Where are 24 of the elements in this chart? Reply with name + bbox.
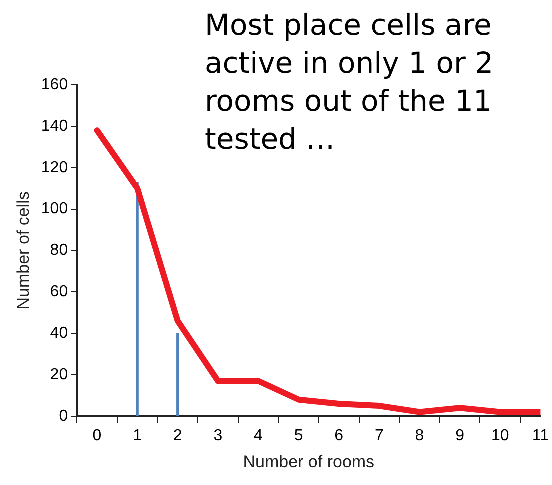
x-tick-label: 3 — [214, 427, 223, 444]
chart-title: Most place cells are active in only 1 or 2 rooms out of the 11 tested … — [205, 7, 495, 158]
y-tick-label: 20 — [50, 366, 68, 384]
x-tick-label: 11 — [532, 427, 550, 444]
x-tick-label: 1 — [133, 427, 142, 444]
y-tick-label: 0 — [59, 408, 68, 425]
y-axis-title: Number of cells — [14, 192, 33, 310]
y-tick-label: 140 — [41, 118, 68, 135]
x-tick-label: 0 — [92, 427, 102, 444]
x-axis-title: Number of rooms — [243, 452, 375, 472]
x-tick-label: 10 — [491, 427, 510, 444]
y-tick-label: 40 — [50, 324, 68, 342]
y-tick-label: 160 — [41, 76, 68, 94]
y-tick-label: 100 — [41, 200, 68, 218]
x-tick-label: 4 — [254, 427, 264, 444]
x-tick-label: 8 — [415, 427, 424, 444]
y-tick-label: 60 — [50, 284, 68, 301]
y-tick-label: 80 — [50, 242, 68, 260]
x-tick-label: 6 — [334, 427, 344, 444]
x-tick-label: 2 — [173, 427, 182, 444]
x-tick-label: 7 — [374, 427, 384, 444]
y-tick-label: 120 — [41, 159, 68, 176]
x-tick-label: 9 — [456, 427, 465, 444]
x-tick-label: 5 — [294, 427, 304, 444]
